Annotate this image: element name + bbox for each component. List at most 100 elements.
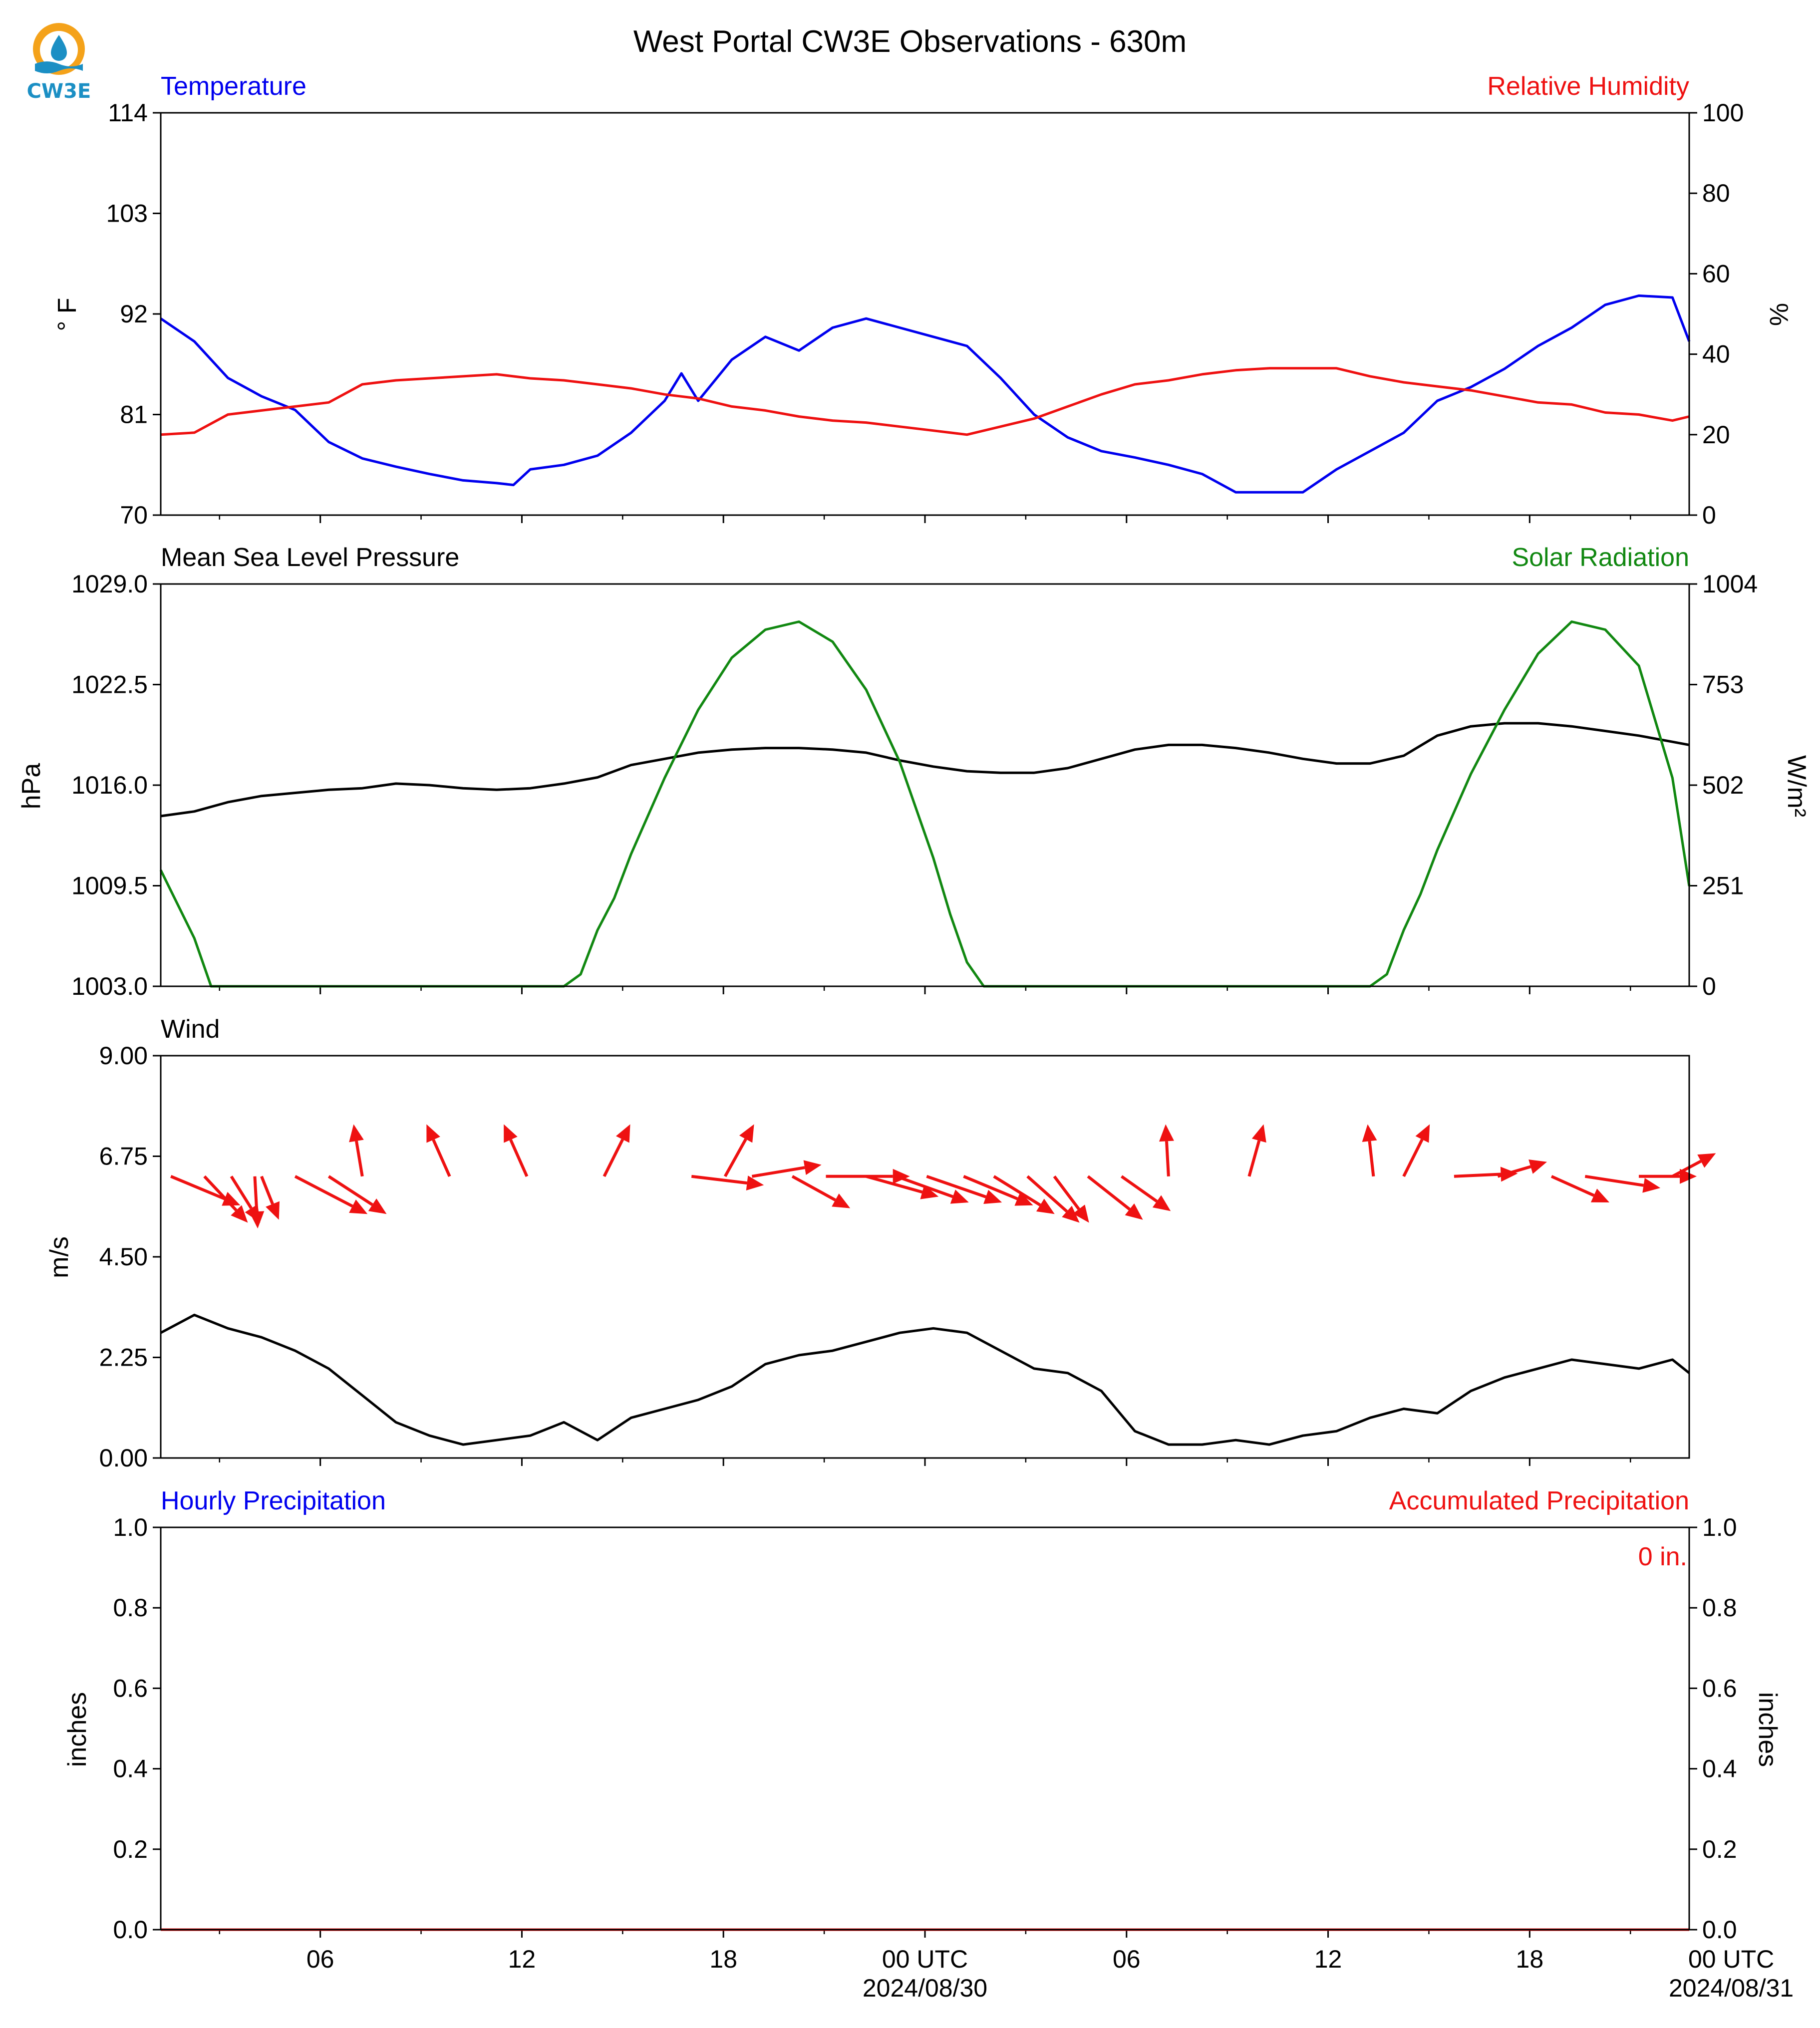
ytick-left-label: 0.4 (113, 1755, 148, 1783)
wind-vector (1026, 1175, 1080, 1223)
wind-vector (1550, 1175, 1610, 1202)
ytick-right-label: 80 (1702, 179, 1730, 207)
ytick-left-label: 4.50 (99, 1243, 148, 1271)
xtick-date-label: 2024/08/31 (1669, 1974, 1794, 2002)
wind-vector (1497, 1159, 1547, 1178)
xtick-label: 12 (1314, 1945, 1342, 1973)
ytick-left-label: 0.2 (113, 1835, 148, 1863)
ytick-right-label: 1004 (1702, 570, 1758, 598)
panel2-frame (160, 583, 1690, 987)
wind-vector (1247, 1124, 1266, 1177)
wind-vector (826, 1168, 910, 1184)
wind-vector (260, 1175, 280, 1220)
series-line-temperature (160, 294, 1691, 494)
panel2-left-ylabel: hPa (17, 763, 46, 810)
ytick-right-label: 0.6 (1702, 1674, 1737, 1702)
ytick-right-label: 0 (1702, 501, 1716, 529)
cw3e-logo: CW3E (27, 23, 91, 103)
panel2-ticks: 1003.0 1009.5 1016.0 1022.5 1029.0 0 251 502 753… (71, 570, 1758, 1000)
ytick-right-label: 20 (1702, 421, 1730, 449)
xtick-label: 06 (1113, 1945, 1141, 1973)
panel1-ticks: 70 81 92 103 114 0 20 40 60 80 100 (106, 99, 1744, 529)
xtick-label: 12 (508, 1945, 536, 1973)
panel3-left-title: Wind (161, 1015, 220, 1044)
ytick-left-label: 1009.5 (71, 872, 148, 900)
ytick-right-label: 0.8 (1702, 1594, 1737, 1622)
panel4-left-ylabel: inches (63, 1692, 92, 1767)
ytick-right-label: 502 (1702, 771, 1744, 799)
ytick-right-label: 40 (1702, 340, 1730, 368)
ytick-left-label: 0.0 (113, 1916, 148, 1944)
ytick-right-label: 60 (1702, 260, 1730, 288)
panel-wind: Wind m/s 0.00 2.25 4.50 6.75 9.00 (45, 1015, 1716, 1472)
xtick-label: 18 (1516, 1945, 1544, 1973)
series-line-wind-speed (160, 1313, 1690, 1446)
wind-vector (963, 1175, 1033, 1206)
wind-vector (751, 1160, 822, 1178)
wind-vector (1087, 1175, 1143, 1220)
ytick-left-label: 2.25 (99, 1344, 148, 1372)
xtick-label: 06 (306, 1945, 334, 1973)
wind-vector (723, 1124, 754, 1177)
ytick-left-label: 114 (108, 99, 148, 127)
ytick-left-label: 0.8 (113, 1594, 148, 1622)
wind-vector (926, 1174, 1002, 1204)
wind-vector (327, 1175, 387, 1214)
wind-vectors (170, 1124, 1716, 1229)
panel2-right-title: Solar Radiation (1512, 543, 1689, 572)
wind-vector (504, 1124, 529, 1177)
xtick-label: 00 UTC (1688, 1945, 1774, 1973)
wind-vector (1362, 1124, 1377, 1177)
series-line-relative-humidity (160, 367, 1690, 436)
ytick-right-label: 0 (1702, 972, 1716, 1000)
ytick-left-label: 1016.0 (71, 771, 148, 799)
panel2-right-ylabel: W/m² (1782, 755, 1811, 817)
ytick-left-label: 1003.0 (71, 972, 148, 1000)
ytick-right-label: 1.0 (1702, 1513, 1737, 1541)
wind-vector (1671, 1153, 1716, 1178)
ytick-left-label: 103 (106, 200, 148, 228)
ytick-right-label: 753 (1702, 671, 1744, 699)
panel1-right-title: Relative Humidity (1487, 72, 1689, 101)
ytick-left-label: 0.00 (99, 1444, 148, 1472)
cw3e-logo-icon (33, 23, 85, 75)
panel3-series (160, 1313, 1690, 1446)
wind-vector (249, 1176, 265, 1229)
ytick-left-label: 81 (120, 401, 148, 429)
xtick-date-label: 2024/08/30 (863, 1974, 987, 2002)
ytick-left-label: 92 (120, 300, 148, 328)
panel1-series (160, 294, 1691, 494)
wind-vector (294, 1175, 368, 1214)
panel4-right-title: Accumulated Precipitation (1389, 1486, 1689, 1515)
ytick-left-label: 0.6 (113, 1674, 148, 1702)
panel2-left-title: Mean Sea Level Pressure (161, 543, 459, 572)
panel2-series (159, 620, 1691, 988)
accumulated-precip-annotation: 0 in. (1638, 1542, 1687, 1571)
ytick-right-label: 0.2 (1702, 1835, 1737, 1863)
wind-vector (1120, 1175, 1171, 1211)
figure-title: West Portal CW3E Observations - 630m (633, 24, 1187, 59)
wind-vector (691, 1174, 764, 1191)
ytick-left-label: 1022.5 (71, 671, 148, 699)
ytick-right-label: 0.4 (1702, 1755, 1737, 1783)
series-line-mean-sea-level-pressure (160, 722, 1690, 818)
wind-vector (993, 1175, 1055, 1214)
xtick-label: 18 (709, 1945, 737, 1973)
ytick-left-label: 1.0 (113, 1513, 148, 1541)
wind-vector (791, 1175, 851, 1208)
wind-vector (896, 1174, 969, 1204)
panel1-right-ylabel: % (1764, 303, 1793, 326)
ytick-right-label: 0.0 (1702, 1916, 1737, 1944)
xtick-label: 00 UTC (882, 1945, 968, 1973)
panel1-frame (160, 112, 1690, 516)
panel1-left-title: Temperature (161, 72, 306, 101)
wind-vector (203, 1175, 248, 1223)
series-line-solar-radiation (159, 620, 1691, 988)
ytick-right-label: 100 (1702, 99, 1744, 127)
ytick-left-label: 9.00 (99, 1042, 148, 1070)
panel3-ticks: 0.00 2.25 4.50 6.75 9.00 (99, 1042, 1631, 1472)
panel-precipitation: Hourly Precipitation Accumulated Precipi… (63, 1486, 1782, 1944)
panel3-left-ylabel: m/s (45, 1236, 74, 1278)
